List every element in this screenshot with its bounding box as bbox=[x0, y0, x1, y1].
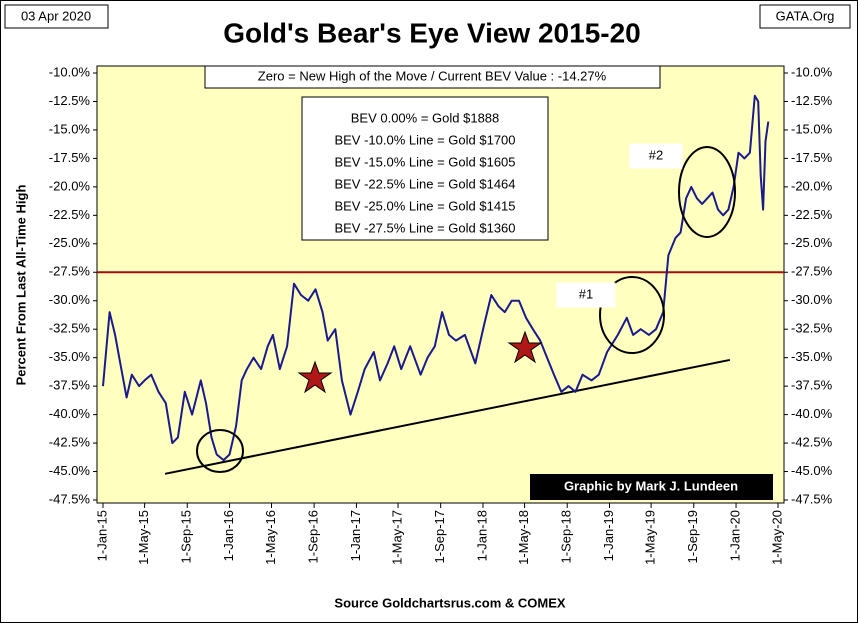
y2-tick-label: -42.5% bbox=[791, 435, 833, 450]
x-tick-label: 1-Sep-16 bbox=[306, 510, 321, 563]
y2-tick-label: -17.5% bbox=[791, 150, 833, 165]
y2-tick-label: -12.5% bbox=[791, 93, 833, 108]
source: Source Goldchartsrus.com & COMEX bbox=[334, 595, 565, 610]
y-tick-label: -42.5% bbox=[49, 435, 91, 450]
y2-tick-label: -32.5% bbox=[791, 321, 833, 336]
x-tick-label: 1-May-20 bbox=[769, 510, 784, 565]
date-label: 03 Apr 2020 bbox=[21, 8, 91, 23]
y-tick-label: -17.5% bbox=[49, 150, 91, 165]
star bbox=[297, 360, 333, 394]
y-tick-label: -22.5% bbox=[49, 207, 91, 222]
x-tick-label: 1-May-19 bbox=[643, 510, 658, 565]
info-line: BEV -15.0% Line = Gold $1605 bbox=[334, 154, 515, 169]
x-tick-label: 1-Sep-19 bbox=[685, 510, 700, 563]
x-tick-label: 1-Sep-17 bbox=[432, 510, 447, 563]
annotation-box bbox=[629, 143, 683, 169]
y-tick-label: -40.0% bbox=[49, 406, 91, 421]
y2-tick-label: -47.5% bbox=[791, 491, 833, 506]
x-tick-label: 1-Jan-16 bbox=[221, 510, 236, 561]
y-axis-label: Percent From Last All-Time High bbox=[13, 185, 28, 386]
y-tick-label: -45.0% bbox=[49, 463, 91, 478]
x-tick-label: 1-Sep-15 bbox=[179, 510, 194, 563]
x-tick-label: 1-Jan-17 bbox=[348, 510, 363, 561]
x-tick-label: 1-May-17 bbox=[389, 510, 404, 565]
y2-tick-label: -35.0% bbox=[791, 349, 833, 364]
y-tick-label: -37.5% bbox=[49, 378, 91, 393]
y-tick-label: -25.0% bbox=[49, 235, 91, 250]
credit-box bbox=[530, 474, 773, 500]
annotation-box bbox=[556, 282, 616, 308]
y-tick-label: -32.5% bbox=[49, 321, 91, 336]
circle bbox=[678, 146, 736, 238]
y2-tick-label: -30.0% bbox=[791, 292, 833, 307]
chart-title: Gold's Bear's Eye View 2015-20 bbox=[223, 17, 640, 48]
y-tick-label: -27.5% bbox=[49, 264, 91, 279]
y-tick-label: -35.0% bbox=[49, 349, 91, 364]
credit: Graphic by Mark J. Lundeen bbox=[564, 478, 738, 493]
circle bbox=[599, 276, 665, 354]
x-tick-label: 1-Jan-19 bbox=[601, 510, 616, 561]
y-tick-label: -20.0% bbox=[49, 178, 91, 193]
trendline bbox=[164, 358, 731, 475]
annotation: #2 bbox=[649, 147, 663, 162]
site-box bbox=[759, 4, 851, 29]
info-line: BEV -25.0% Line = Gold $1415 bbox=[334, 198, 515, 213]
site-label: GATA.Org bbox=[776, 8, 835, 23]
info-line: BEV 0.00% = Gold $1888 bbox=[351, 110, 500, 125]
y2-tick-label: -15.0% bbox=[791, 121, 833, 136]
y-tick-label: -30.0% bbox=[49, 292, 91, 307]
x-tick-label: 1-May-18 bbox=[516, 510, 531, 565]
y-tick-label: -15.0% bbox=[49, 121, 91, 136]
y-tick-label: -12.5% bbox=[49, 93, 91, 108]
y2-tick-label: -20.0% bbox=[791, 178, 833, 193]
x-tick-label: 1-May-15 bbox=[136, 510, 151, 565]
y2-tick-label: -45.0% bbox=[791, 463, 833, 478]
subtitle-box bbox=[204, 65, 661, 89]
x-tick-label: 1-Jan-18 bbox=[474, 510, 489, 561]
y2-tick-label: -37.5% bbox=[791, 378, 833, 393]
info-line: BEV -10.0% Line = Gold $1700 bbox=[334, 132, 515, 147]
circle bbox=[196, 429, 244, 473]
info-lines: BEV 0.00% = Gold $1888 BEV -10.0% Line = … bbox=[334, 110, 515, 235]
x-tick-label: 1-Sep-18 bbox=[559, 510, 574, 563]
y2-tick-label: -25.0% bbox=[791, 235, 833, 250]
star bbox=[507, 330, 543, 364]
info-line: BEV -22.5% Line = Gold $1464 bbox=[334, 176, 515, 191]
y2-tick-label: -10.0% bbox=[791, 64, 833, 79]
x-tick-label: 1-Jan-20 bbox=[727, 510, 742, 561]
x-tick-label: 1-May-16 bbox=[263, 510, 278, 565]
date-box bbox=[4, 4, 109, 29]
info-box bbox=[301, 96, 549, 241]
info-line: BEV -27.5% Line = Gold $1360 bbox=[334, 220, 515, 235]
subtitle: Zero = New High of the Move / Current BE… bbox=[258, 68, 607, 83]
y2-tick-label: -27.5% bbox=[791, 264, 833, 279]
plot-layer: -10.0% -10.0% -12.5% -12.5% -15.0% -15.0% -17.… bbox=[49, 64, 833, 564]
x-tick-label: 1-Jan-15 bbox=[94, 510, 109, 561]
decorations bbox=[196, 146, 736, 473]
y-tick-label: -10.0% bbox=[49, 64, 91, 79]
y2-tick-label: -22.5% bbox=[791, 207, 833, 222]
y2-tick-label: -40.0% bbox=[791, 406, 833, 421]
annotation: #1 bbox=[579, 286, 593, 301]
y-tick-label: -47.5% bbox=[49, 491, 91, 506]
